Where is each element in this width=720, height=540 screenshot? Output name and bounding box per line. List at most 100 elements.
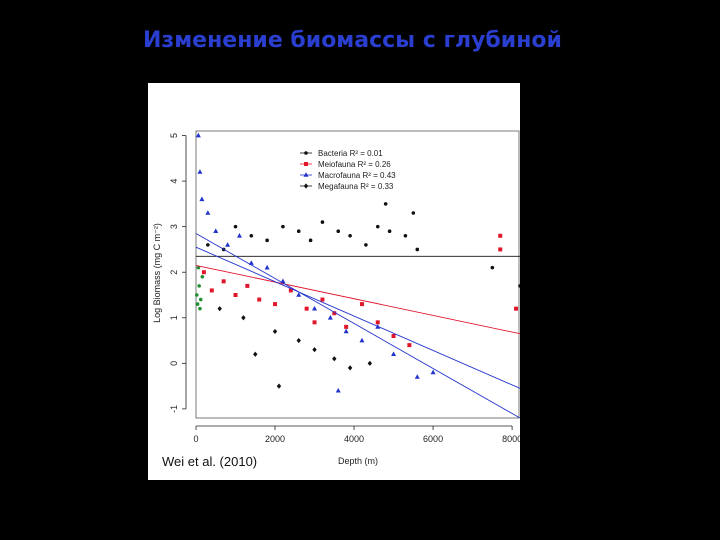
data-point — [403, 233, 408, 238]
data-point — [281, 224, 285, 229]
data-point — [364, 243, 368, 247]
y-tick-label: -1 — [169, 405, 179, 413]
chart-fit-lines — [195, 233, 520, 419]
data-point — [490, 265, 495, 270]
data-point — [253, 351, 258, 357]
data-point — [198, 306, 202, 311]
fit-line — [195, 246, 520, 389]
data-point — [213, 228, 219, 234]
chart-axes: 0 2000 4000 6000 8000 -1 0 1 2 3 4 5 — [169, 130, 520, 444]
data-point — [264, 264, 270, 270]
data-point — [343, 328, 349, 334]
data-point — [383, 202, 388, 206]
data-point — [430, 369, 436, 375]
data-point — [272, 328, 278, 335]
data-point — [201, 270, 206, 275]
x-tick-label: 0 — [193, 434, 198, 444]
data-point — [206, 243, 210, 247]
y-tick-label: 5 — [169, 133, 179, 138]
data-point — [245, 283, 250, 288]
data-point — [387, 229, 392, 234]
data-point — [296, 337, 301, 344]
plot-frame — [195, 130, 520, 419]
legend-label: Macrofauna R² = 0.43 — [318, 171, 396, 180]
data-point — [209, 288, 214, 293]
data-point — [375, 320, 380, 325]
legend-marker — [304, 151, 308, 155]
data-point — [348, 233, 352, 238]
y-tick-label: 1 — [169, 315, 179, 320]
legend-label: Megafauna R² = 0.33 — [318, 182, 394, 191]
fit-line — [195, 233, 520, 419]
y-tick-label: 3 — [169, 224, 179, 229]
y-axis-label: Log Biomass (mg C m⁻²) — [152, 223, 162, 323]
x-axis-label: Depth (m) — [338, 456, 378, 466]
data-point — [359, 302, 364, 307]
data-point — [195, 132, 201, 138]
data-point — [375, 224, 380, 229]
x-tick-label: 4000 — [344, 434, 364, 444]
data-point — [276, 383, 282, 389]
data-point — [359, 337, 365, 343]
fit-line — [195, 264, 520, 335]
source-credit: Wei et al. (2010) — [162, 454, 258, 469]
data-point — [336, 229, 341, 234]
data-point — [391, 351, 397, 357]
legend-label: Bacteria R² = 0.01 — [318, 149, 383, 158]
chart-legend: Bacteria R² = 0.01 Meiofauna R² = 0.26 Mac… — [300, 149, 396, 191]
data-point — [312, 320, 317, 325]
legend-marker — [303, 172, 309, 177]
y-tick-label: 4 — [169, 179, 179, 184]
data-point — [347, 365, 353, 371]
legend-label: Meiofauna R² = 0.26 — [318, 160, 391, 169]
x-tick-label: 8000 — [502, 434, 520, 444]
y-tick-label: 0 — [169, 361, 179, 366]
data-point — [296, 229, 301, 234]
data-point — [320, 220, 325, 224]
data-point — [233, 293, 238, 297]
data-point — [197, 169, 203, 174]
data-point — [498, 247, 503, 252]
data-point — [514, 306, 519, 311]
data-point — [498, 233, 503, 238]
data-point — [312, 347, 317, 353]
data-point — [205, 210, 211, 215]
data-point — [415, 247, 420, 252]
data-point — [332, 356, 337, 362]
data-point — [198, 297, 203, 302]
data-point — [327, 314, 333, 320]
data-point — [196, 265, 201, 270]
data-point — [241, 315, 246, 321]
legend-marker — [303, 183, 309, 189]
x-tick-label: 2000 — [265, 434, 285, 444]
data-point — [414, 374, 420, 379]
data-point — [407, 343, 412, 348]
data-point — [335, 387, 341, 393]
data-point — [265, 238, 269, 243]
data-point — [411, 211, 416, 215]
data-point — [288, 288, 293, 293]
data-point — [200, 274, 205, 279]
slide-title: Изменение биомассы с глубиной — [143, 28, 562, 53]
data-point — [195, 302, 200, 306]
data-point — [194, 293, 199, 297]
data-point — [225, 242, 231, 247]
data-point — [197, 284, 201, 288]
data-point — [391, 334, 396, 338]
data-point — [221, 279, 226, 284]
data-point — [233, 224, 238, 229]
scatter-chart: 0 2000 4000 6000 8000 -1 0 1 2 3 4 5 Bacteria R² = … — [152, 130, 520, 466]
data-point — [217, 306, 222, 312]
data-point — [199, 196, 205, 202]
legend-marker — [304, 162, 308, 166]
data-point — [248, 260, 254, 265]
data-point — [367, 360, 373, 366]
data-point — [249, 233, 254, 238]
data-point — [236, 232, 242, 238]
data-point — [308, 238, 313, 243]
data-point — [518, 284, 520, 288]
data-point — [312, 305, 318, 311]
chart-panel: 0 2000 4000 6000 8000 -1 0 1 2 3 4 5 Bacteria R² = … — [148, 83, 520, 480]
x-tick-label: 6000 — [423, 434, 443, 444]
y-tick-label: 2 — [169, 270, 179, 275]
